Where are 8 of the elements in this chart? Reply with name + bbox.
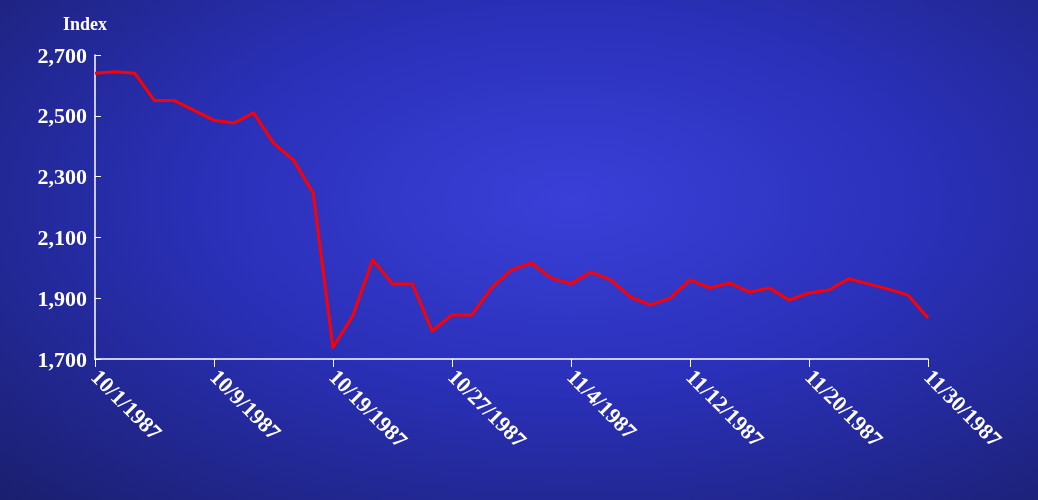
line-series xyxy=(93,70,930,349)
y-tick-label: 2,500 xyxy=(37,103,87,129)
y-tick-label: 1,700 xyxy=(37,346,87,372)
y-tick-label: 1,900 xyxy=(37,285,87,311)
y-tick-label: 2,300 xyxy=(37,164,87,190)
y-tick-label: 2,100 xyxy=(37,224,87,250)
y-axis-title: Index xyxy=(62,14,108,34)
y-tick-label: 2,700 xyxy=(37,42,87,68)
